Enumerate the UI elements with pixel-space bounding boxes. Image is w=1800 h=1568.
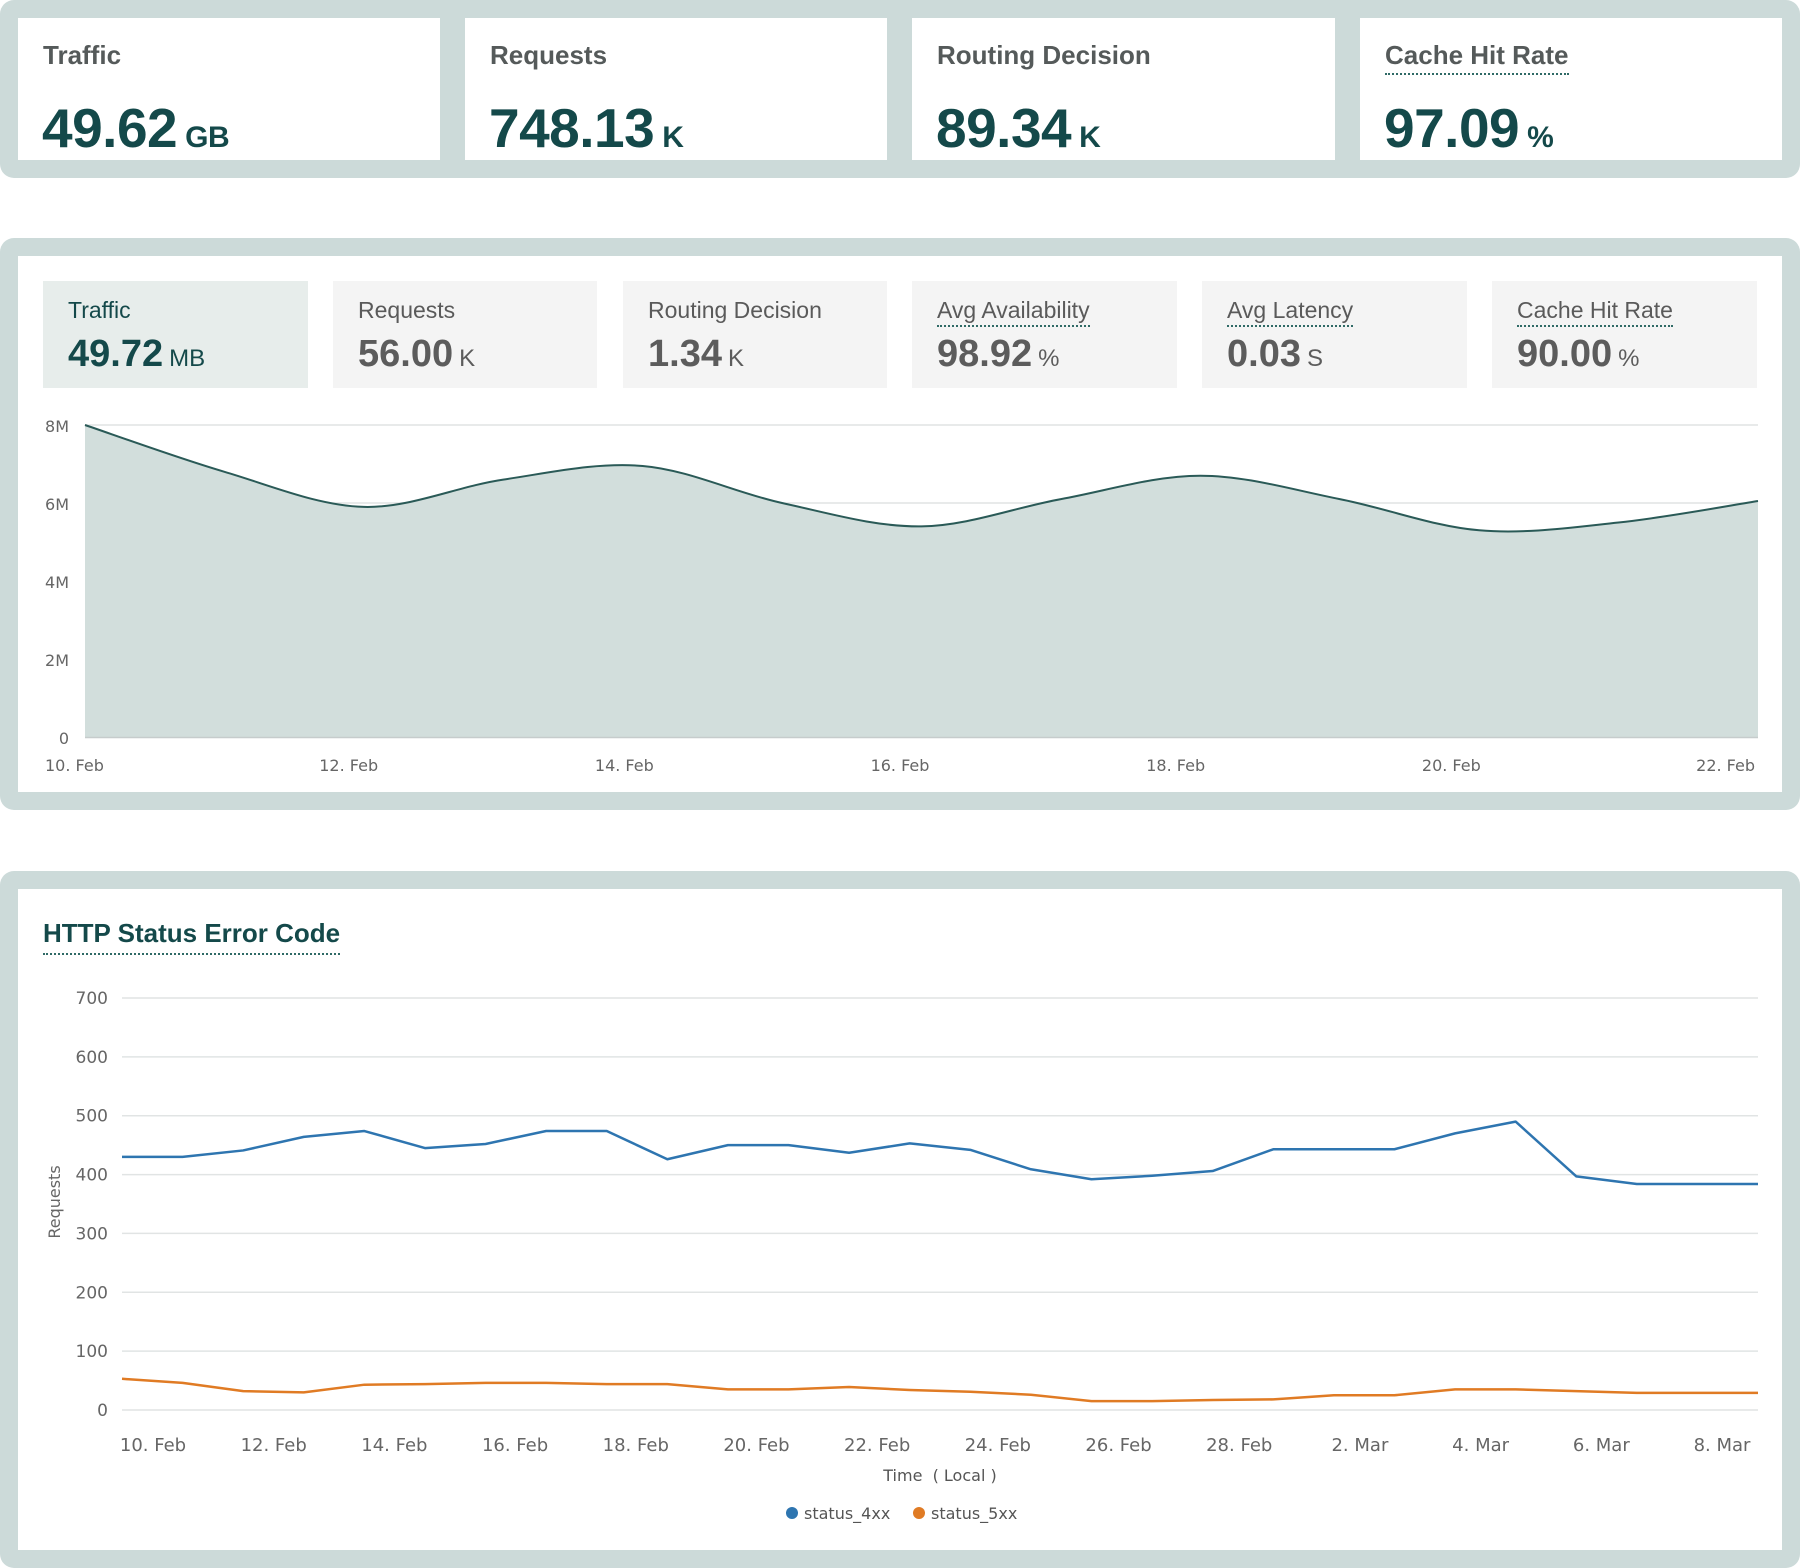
x-tick-label: 4. Mar [1452,1435,1509,1456]
kpi-unit: % [1527,121,1554,154]
tab-traffic[interactable]: Traffic 49.72 MB [43,281,308,388]
kpi-value: 89.34 K [936,97,1101,159]
http-status-body [18,889,1782,1550]
x-tick-label: 28. Feb [1206,1435,1272,1456]
y-tick-label: 400 [76,1166,108,1186]
tile-unit: MB [169,345,206,372]
tile-label: Requests [358,297,456,323]
kpi-summary-panel: Traffic 49.62 GB Requests 748.13 K Routing… [0,0,1800,178]
x-tick-label: 24. Feb [965,1435,1031,1456]
y-tick-label: 500 [76,1107,108,1127]
y-tick-label: 8M [45,417,69,436]
series-line-status_4xx [122,1120,1758,1186]
tile-label: Traffic [68,297,131,323]
tile-unit: % [1038,345,1060,372]
tile-value: 49.72 MB [68,333,206,375]
legend-label-status_5xx: status_5xx [931,1504,1017,1524]
x-tick-label: 16. Feb [871,756,930,775]
tile-label: Avg Availability [937,297,1090,327]
x-tick-label: 18. Feb [603,1435,669,1456]
traffic-line [84,424,1759,533]
tile-value: 0.03 S [1227,333,1323,375]
x-tick-label: 22. Feb [1696,756,1755,775]
x-tick-label: 2. Mar [1331,1435,1388,1456]
x-tick-label: 6. Mar [1573,1435,1630,1456]
tile-value: 1.34 K [648,333,744,375]
kpi-value: 49.62 GB [42,97,230,159]
kpi-card-cache-hit-rate[interactable]: Cache Hit Rate 97.09% [1360,18,1782,160]
y-tick-label: 2M [45,651,69,670]
y-tick-label: 4M [45,573,69,592]
legend-marker-status_4xx [786,1507,798,1519]
tile-label: Cache Hit Rate [1517,297,1673,327]
kpi-card-requests[interactable]: Requests 748.13 K [465,18,887,160]
tile-label: Avg Latency [1227,297,1354,327]
tile-unit: S [1306,345,1323,372]
kpi-unit: K [1079,121,1101,154]
tile-value: 56.00 K [358,333,476,375]
tile-label: Routing Decision [648,297,822,323]
y-tick-label: 0 [59,729,69,748]
x-axis-label: Time ( Local ) [882,1466,996,1485]
kpi-label: Routing Decision [937,40,1151,70]
tile-unit: K [727,345,744,372]
y-tick-label: 200 [76,1283,108,1303]
y-tick-label: 700 [76,989,108,1009]
x-tick-label: 14. Feb [595,756,654,775]
tile-unit: % [1618,345,1640,372]
x-tick-label: 20. Feb [723,1435,789,1456]
y-tick-label: 6M [45,495,69,514]
kpi-value: 97.09% [1384,97,1554,159]
kpi-unit: GB [185,121,230,154]
kpi-label: Requests [490,40,608,70]
kpi-value: 748.13 K [489,97,684,159]
y-tick-label: 0 [97,1401,108,1421]
tile-value: 90.00% [1517,333,1640,375]
kpi-label: Cache Hit Rate [1385,40,1569,75]
tab-avg-availability[interactable]: Avg Availability 98.92% [912,281,1177,388]
x-tick-label: 22. Feb [844,1435,910,1456]
x-tick-label: 8. Mar [1694,1435,1751,1456]
x-tick-label: 18. Feb [1146,756,1205,775]
x-tick-label: 12. Feb [241,1435,307,1456]
traffic-area [85,425,1758,737]
legend-label-status_4xx: status_4xx [804,1504,890,1524]
y-tick-label: 300 [76,1224,108,1244]
tab-cache-hit-rate[interactable]: Cache Hit Rate 90.00% [1492,281,1757,388]
y-axis-label: Requests [45,1165,64,1238]
x-tick-label: 20. Feb [1422,756,1481,775]
tab-avg-latency[interactable]: Avg Latency 0.03 S [1202,281,1467,388]
legend-marker-status_5xx [913,1507,925,1519]
chart-title[interactable]: HTTP Status Error Code [43,918,341,955]
x-tick-label: 26. Feb [1085,1435,1151,1456]
series-line-status_5xx [121,1377,1758,1403]
tile-unit: K [459,345,476,372]
kpi-card-routing-decision[interactable]: Routing Decision 89.34 K [912,18,1335,160]
tab-routing-decision[interactable]: Routing Decision 1.34 K [623,281,887,388]
x-tick-label: 16. Feb [482,1435,548,1456]
tab-requests[interactable]: Requests 56.00 K [333,281,597,388]
y-tick-label: 600 [76,1048,108,1068]
x-tick-label: 12. Feb [319,756,378,775]
kpi-card-traffic[interactable]: Traffic 49.62 GB [18,18,440,160]
http-status-panel [0,871,1800,1568]
kpi-label: Traffic [43,40,122,70]
x-tick-label: 14. Feb [361,1435,427,1456]
x-tick-label: 10. Feb [45,756,104,775]
traffic-area-chart: 0 2M 4M 6M 8M 10. Feb 12. Feb 14. Feb 16. Feb 18.… [45,417,1759,775]
y-tick-label: 100 [76,1342,108,1362]
x-tick-label: 10. Feb [120,1435,186,1456]
kpi-unit: K [662,121,684,154]
tile-value: 98.92% [937,333,1060,375]
